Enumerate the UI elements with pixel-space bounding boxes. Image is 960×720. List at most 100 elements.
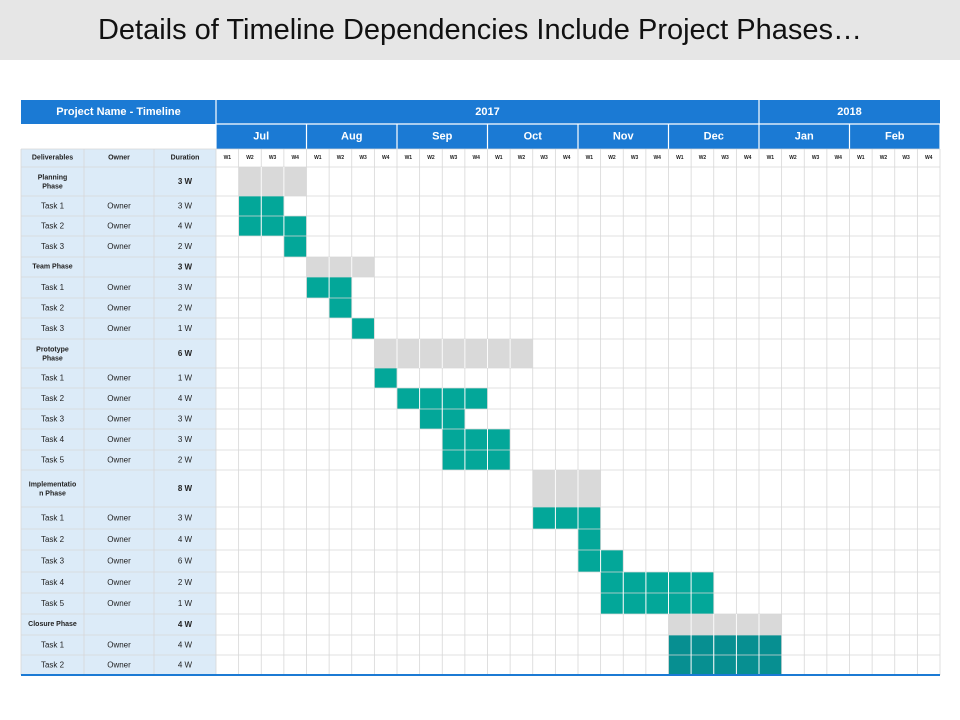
deliverable-name: Task 1 [41,641,65,650]
task-bar [374,368,397,388]
deliverable-name-line: Phase [42,356,63,363]
deliverable-name: Task 1 [41,374,65,383]
duration-value: 1 W [178,374,193,383]
week-label: W4 [291,155,299,161]
week-label: W3 [631,155,639,161]
task-bar [442,450,511,470]
duration-value: 1 W [178,599,193,608]
task-bar [532,507,601,529]
month-label: Dec [704,131,724,143]
deliverable-name: Task 2 [41,661,65,670]
week-label: W1 [495,155,503,161]
week-label: W2 [427,155,435,161]
duration-value: 2 W [178,456,193,465]
phase-bar [668,614,782,635]
owner-value: Owner [107,456,131,465]
week-label: W1 [586,155,594,161]
week-label: W2 [699,155,707,161]
week-label: W2 [608,155,616,161]
week-label: W1 [857,155,865,161]
owner-value: Owner [107,374,131,383]
year-header-cell [759,100,940,124]
week-label: W3 [359,155,367,161]
deliverable-name-line: Prototype [36,347,69,354]
phase-bar [238,167,307,196]
owner-value: Owner [107,641,131,650]
task-bar [578,529,601,550]
month-header-cell [216,124,307,149]
duration-value: 1 W [178,324,193,333]
week-label: W3 [721,155,729,161]
week-label: W4 [563,155,571,161]
column-header: Owner [108,155,130,162]
week-label: W3 [812,155,820,161]
task-bar [442,429,511,450]
week-label: W2 [789,155,797,161]
deliverable-name: Task 3 [41,415,65,424]
month-label: Nov [613,131,635,143]
duration-value: 4 W [178,641,193,650]
duration-value: 3 W [178,202,193,211]
month-header-cell [849,124,940,149]
deliverable-name-line: Implementatio [29,482,76,489]
owner-value: Owner [107,415,131,424]
week-label: W1 [224,155,232,161]
deliverable-name: Planning Phase [38,175,68,191]
month-header-cell [487,124,578,149]
owner-value: Owner [107,304,131,313]
duration-value: 4 W [178,535,193,544]
owner-value: Owner [107,535,131,544]
duration-value: 3 W [178,435,193,444]
duration-value: 3 W [178,283,193,292]
deliverable-name: Task 3 [41,242,65,251]
deliverable-name: Task 2 [41,304,65,313]
phase-bar [532,470,601,507]
week-label: W1 [314,155,322,161]
duration-value: 6 W [178,349,193,358]
month-header-cell [668,124,759,149]
phase-bar [306,257,375,277]
owner-value: Owner [107,202,131,211]
corner-header-cell [21,100,216,124]
owner-value: Owner [107,394,131,403]
week-label: W4 [744,155,752,161]
week-label: W4 [925,155,933,161]
duration-value: 3 W [178,415,193,424]
task-bar [351,318,375,339]
duration-value: 2 W [178,304,193,313]
deliverable-name-line: Phase [42,184,63,191]
deliverable-name: Closure Phase [28,621,77,628]
week-label: W4 [382,155,390,161]
month-header-cell [306,124,397,149]
owner-value: Owner [107,435,131,444]
deliverable-name: Task 1 [41,202,65,211]
year-header-cell [216,100,759,124]
owner-value: Owner [107,283,131,292]
month-label: Sep [432,131,452,143]
deliverable-name: Task 4 [41,435,65,444]
duration-value: 3 W [178,177,193,186]
duration-value: 4 W [178,661,193,670]
deliverable-name: Task 5 [41,599,65,608]
owner-value: Owner [107,599,131,608]
task-bar [600,593,714,614]
month-label: Aug [341,131,362,143]
column-header: Duration [171,155,200,162]
task-bar [668,655,782,675]
column-header: Deliverables [32,155,73,162]
deliverable-name-line: n Phase [39,491,66,498]
title-bar: Details of Timeline Dependencies Include… [0,0,960,60]
deliverable-name: Team Phase [32,264,72,271]
month-label: Feb [885,131,905,143]
duration-value: 6 W [178,557,193,566]
month-label: Jan [795,131,814,143]
duration-value: 3 W [178,514,193,523]
week-label: W2 [880,155,888,161]
duration-value: 2 W [178,578,193,587]
deliverable-name: Task 4 [41,578,65,587]
week-label: W3 [902,155,910,161]
owner-value: Owner [107,222,131,231]
month-label: Oct [524,131,543,143]
owner-value: Owner [107,514,131,523]
